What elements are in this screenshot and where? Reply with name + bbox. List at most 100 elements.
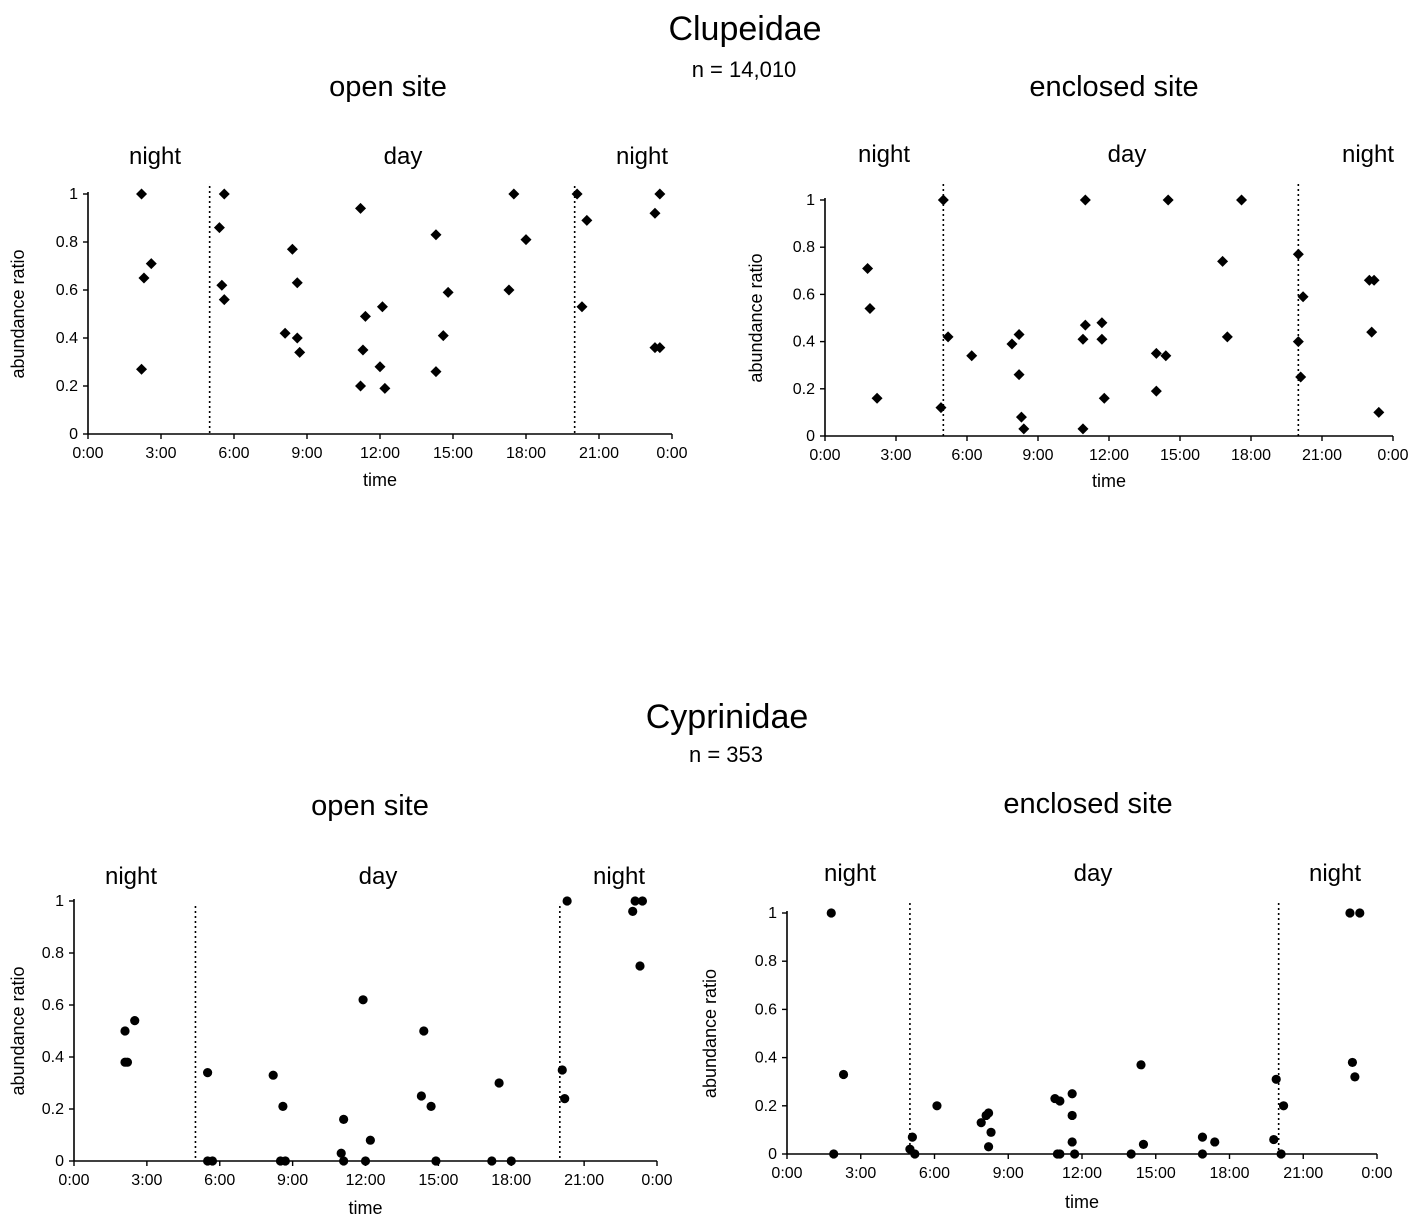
data-point — [1355, 908, 1365, 918]
data-point — [355, 380, 367, 392]
data-point — [359, 310, 371, 322]
x-tick-label: 12:00 — [1089, 447, 1129, 464]
data-point — [1345, 908, 1355, 918]
data-point — [635, 961, 645, 971]
figure-title-clupeidae: Clupeidae — [668, 10, 822, 48]
data-point — [336, 1148, 346, 1158]
data-point — [291, 277, 303, 289]
x-tick-label: 21:00 — [1302, 447, 1342, 464]
data-point — [136, 363, 148, 375]
data-point — [871, 392, 883, 404]
data-point — [520, 234, 532, 246]
x-axis-label: time — [363, 470, 397, 490]
y-tick-label: 0.2 — [755, 1098, 777, 1115]
period-label-day: day — [1074, 860, 1113, 887]
data-point — [1197, 1149, 1208, 1159]
data-point — [862, 262, 874, 274]
x-axis-label: time — [1092, 471, 1126, 491]
y-tick-label: 0.4 — [755, 1050, 777, 1067]
x-tick-label: 3:00 — [845, 1165, 876, 1182]
data-point — [145, 258, 157, 270]
data-point — [1217, 255, 1229, 267]
period-label-night: night — [1309, 860, 1361, 887]
data-point — [1015, 411, 1027, 423]
data-point — [1292, 336, 1304, 348]
data-point — [630, 896, 640, 906]
x-tick-label: 0:00 — [1361, 1165, 1392, 1182]
period-label-day: day — [384, 143, 423, 170]
data-point — [1150, 385, 1162, 397]
figure-title-cyprinidae: Cyprinidae — [645, 698, 809, 736]
data-point — [355, 202, 367, 214]
data-point — [1162, 194, 1174, 206]
x-tick-label: 0:00 — [656, 445, 687, 462]
data-point — [910, 1149, 920, 1159]
x-tick-label: 3:00 — [131, 1172, 162, 1189]
x-tick-label: 12:00 — [1062, 1165, 1102, 1182]
y-tick-label: 0.4 — [793, 334, 815, 351]
data-point — [339, 1156, 349, 1166]
data-point — [1067, 1137, 1077, 1147]
x-tick-label: 12:00 — [360, 445, 400, 462]
data-point — [1126, 1149, 1136, 1159]
y-tick-label: 0.4 — [56, 330, 78, 347]
data-point — [1067, 1089, 1077, 1099]
site-title-cyprinidae-open: open site — [311, 790, 429, 822]
data-point — [294, 346, 306, 358]
data-point — [376, 301, 388, 313]
data-point — [1292, 248, 1304, 260]
data-point — [576, 301, 588, 313]
data-point — [374, 361, 386, 373]
y-tick-label: 0.4 — [42, 1049, 64, 1066]
x-tick-label: 6:00 — [951, 447, 982, 464]
data-point — [1098, 392, 1110, 404]
data-point — [1373, 406, 1385, 418]
y-tick-label: 0 — [69, 426, 78, 443]
data-point — [942, 331, 954, 343]
data-point — [571, 188, 583, 200]
data-point — [1077, 423, 1089, 435]
data-point — [1276, 1149, 1286, 1159]
y-axis-label: abundance ratio — [746, 253, 766, 382]
chart-clupeidae-enclosed: 0 0.2 0.4 0.6 0.8 1 0:00 3:00 6:00 9:00 12:00 15:00… — [746, 141, 1409, 491]
data-point — [557, 1065, 567, 1075]
data-point — [1079, 194, 1091, 206]
data-point — [508, 188, 520, 200]
x-tick-label: 6:00 — [218, 445, 249, 462]
x-tick-label: 21:00 — [1283, 1165, 1323, 1182]
data-point — [932, 1101, 942, 1111]
y-tick-label: 0.6 — [755, 1001, 777, 1018]
x-tick-label: 3:00 — [145, 445, 176, 462]
x-tick-label: 15:00 — [433, 445, 473, 462]
data-point — [122, 1057, 133, 1067]
data-point — [826, 908, 836, 918]
data-point — [628, 906, 638, 917]
data-point — [218, 188, 230, 200]
data-point — [1013, 369, 1025, 381]
data-point — [278, 1101, 288, 1111]
data-point — [1136, 1060, 1146, 1070]
y-tick-label: 0.2 — [793, 381, 815, 398]
data-point — [560, 1094, 570, 1104]
period-label-night: night — [129, 143, 181, 170]
data-point — [935, 402, 947, 414]
data-point — [983, 1142, 994, 1152]
data-point — [654, 188, 666, 200]
y-tick-label: 0.6 — [793, 286, 815, 303]
data-point — [1236, 194, 1248, 206]
data-point — [430, 366, 442, 378]
data-point — [1018, 423, 1030, 435]
data-point — [1055, 1096, 1065, 1106]
site-title-clupeidae-open: open site — [329, 71, 447, 103]
period-label-night: night — [824, 860, 876, 887]
x-tick-label: 0:00 — [641, 1172, 672, 1189]
data-point — [339, 1114, 349, 1124]
data-point — [130, 1016, 140, 1026]
y-tick-label: 1 — [806, 192, 815, 209]
data-point — [503, 284, 515, 296]
y-tick-label: 0.2 — [42, 1101, 64, 1118]
period-label-night: night — [616, 143, 668, 170]
data-point — [138, 272, 150, 284]
data-point — [1079, 319, 1091, 331]
